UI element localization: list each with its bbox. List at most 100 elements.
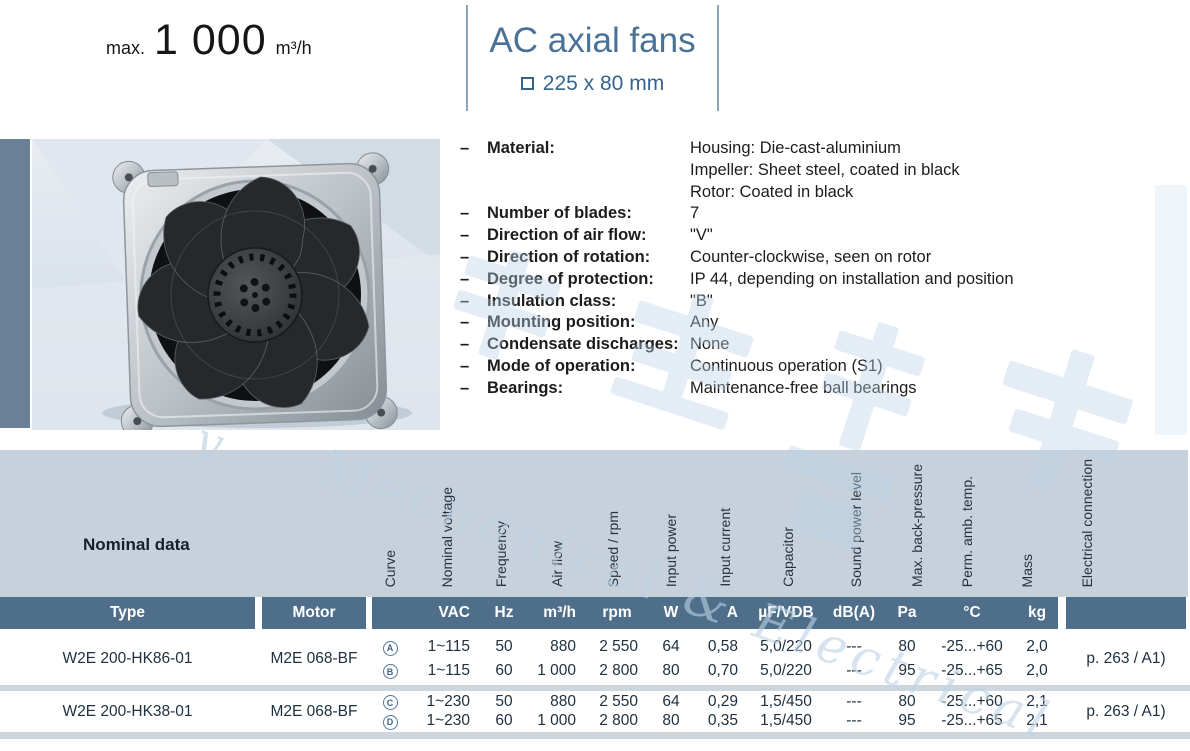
cell-pa: 80	[898, 692, 916, 710]
rotated-header-airflow: Air flow	[549, 541, 565, 587]
cell-db: ---	[846, 638, 862, 656]
cell-vac: 1~115	[427, 638, 470, 656]
dash-bullet: –	[460, 226, 470, 245]
rotated-header-electrical: Electrical connection	[1079, 458, 1095, 587]
curve-badge: A	[382, 640, 398, 656]
data-line: B 1~115 60 1 000 2 800 80 0,70 5,0/220 -…	[372, 662, 1058, 680]
cell-a: 0,35	[707, 712, 738, 730]
column-header-motor: Motor	[262, 597, 366, 629]
rotated-header-frequency: Frequency	[493, 520, 509, 587]
spec-label: Mode of operation:	[487, 356, 636, 375]
cell-hz: 50	[495, 638, 513, 656]
rotated-header-power: Input power	[663, 513, 679, 587]
dash-bullet: –	[460, 313, 470, 332]
spec-value: Any	[690, 313, 719, 332]
spec-insulation: – Insulation class: "B"	[460, 291, 1186, 313]
fan-illustration	[32, 139, 440, 430]
cell-w: 64	[662, 692, 680, 710]
rotated-header-pressure: Max. back-pressure	[909, 464, 925, 587]
max-airflow-prefix: max.	[106, 38, 146, 58]
motor-cell: M2E 068-BF	[262, 633, 366, 685]
cell-rpm: 2 800	[599, 712, 638, 730]
cell-vac: 1~230	[426, 712, 470, 730]
cell-pa: 80	[898, 638, 916, 656]
dash-bullet: –	[460, 291, 470, 310]
rotated-header-temp: Perm. amb. temp.	[959, 475, 975, 587]
motor-cell: M2E 068-BF	[262, 691, 366, 732]
spec-bearings: – Bearings: Maintenance-free ball bearin…	[460, 378, 1186, 400]
cell-db: ---	[846, 712, 862, 730]
unit-temp: °C	[963, 604, 981, 621]
rotated-header-capacitor: Capacitor	[780, 527, 796, 587]
dash-bullet: –	[460, 335, 470, 354]
table-header-band: Nominal data Curve Nominal voltage Frequ…	[0, 450, 1188, 597]
row-separator	[0, 685, 1190, 691]
spec-value: Continuous operation (S1)	[690, 356, 883, 375]
fan-photo	[32, 139, 440, 430]
title-block: AC axial fans 225 x 80 mm	[466, 5, 719, 111]
cell-rpm: 2 800	[599, 661, 638, 679]
cell-w: 80	[662, 712, 680, 730]
rotated-header-sound: Sound power level	[848, 471, 864, 587]
spec-operation: – Mode of operation: Continuous operatio…	[460, 356, 1186, 378]
rotated-header-mass: Mass	[1019, 553, 1035, 587]
spec-value: Maintenance-free ball bearings	[690, 378, 917, 397]
unit-a: A	[726, 604, 738, 621]
cell-kg: 2,1	[1026, 692, 1048, 710]
cell-kg: 2,0	[1026, 661, 1048, 679]
table-row: W2E 200-HK86-01 M2E 068-BF A 1~115 50 88…	[0, 633, 1190, 685]
cell-pa: 95	[898, 661, 916, 679]
spec-blades: – Number of blades: 7	[460, 203, 1186, 225]
curve-badge: B	[382, 664, 398, 680]
cell-vac: 1~230	[426, 692, 470, 710]
column-header-units: VAC Hz m³/h rpm W A µF/VDB dB(A) Pa °C k…	[372, 597, 1058, 629]
unit-hz: Hz	[494, 604, 514, 621]
cell-airflow: 1 000	[537, 712, 576, 730]
cell-temp: -25...+60	[941, 692, 1003, 710]
cell-pa: 95	[898, 712, 916, 730]
unit-w: W	[663, 604, 679, 621]
max-airflow: max. 1 000 m³/h	[106, 16, 312, 65]
dash-bullet: –	[460, 139, 470, 157]
cell-w: 64	[662, 638, 680, 656]
curve-badge: D	[382, 714, 398, 730]
dash-bullet: –	[460, 378, 470, 397]
cell-airflow: 880	[550, 638, 576, 656]
unit-vac: VAC	[438, 604, 470, 621]
spec-label: Mounting position:	[487, 313, 636, 332]
cell-capacitor: 5,0/220	[760, 638, 812, 656]
electrical-connection-cell: p. 263 / A1)	[1066, 633, 1186, 685]
unit-capacitor: µF/VDB	[758, 604, 814, 621]
cell-capacitor: 5,0/220	[760, 661, 812, 679]
unit-db: dB(A)	[832, 604, 876, 621]
rotated-header-speed: Speed / rpm	[605, 510, 621, 587]
spec-value: Rotor: Coated in black	[690, 182, 854, 201]
type-cell: W2E 200-HK38-01	[0, 691, 255, 732]
cell-airflow: 880	[550, 692, 576, 710]
square-icon	[520, 77, 534, 90]
data-line: A 1~115 50 880 2 550 64 0,58 5,0/220 ---…	[372, 638, 1058, 656]
cell-a: 0,29	[707, 692, 738, 710]
table-row: W2E 200-HK38-01 M2E 068-BF C 1~230 50 88…	[0, 691, 1190, 732]
data-cells: C 1~230 50 880 2 550 64 0,29 1,5/450 ---…	[372, 691, 1058, 732]
data-line: D 1~230 60 1 000 2 800 80 0,35 1,5/450 -…	[372, 712, 1058, 730]
cell-capacitor: 1,5/450	[760, 712, 812, 730]
max-airflow-value: 1 000	[154, 16, 267, 64]
cell-capacitor: 1,5/450	[760, 692, 812, 710]
spec-value: IP 44, depending on installation and pos…	[690, 269, 1014, 288]
size-text: 225 x 80 mm	[542, 71, 665, 95]
rotated-header-curve: Curve	[382, 549, 398, 587]
size-label: 225 x 80 mm	[520, 71, 665, 96]
dash-bullet: –	[460, 269, 470, 288]
cell-temp: -25...+65	[941, 661, 1003, 679]
spec-value: None	[690, 335, 730, 354]
spec-rotation: – Direction of rotation: Counter-clockwi…	[460, 247, 1186, 269]
cell-kg: 2,0	[1026, 638, 1048, 656]
cell-airflow: 1 000	[537, 661, 576, 679]
spec-value: 7	[690, 204, 700, 223]
cell-w: 80	[662, 661, 680, 679]
spec-airflow-direction: – Direction of air flow: "V"	[460, 225, 1186, 247]
data-cells: A 1~115 50 880 2 550 64 0,58 5,0/220 ---…	[372, 633, 1058, 685]
dash-bullet: –	[460, 204, 470, 223]
unit-m3h: m³/h	[543, 604, 576, 621]
